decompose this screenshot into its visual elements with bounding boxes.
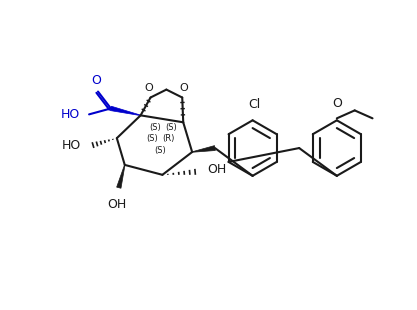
- Text: (S): (S): [155, 145, 166, 155]
- Text: (S): (S): [147, 134, 158, 143]
- Text: HO: HO: [62, 139, 81, 152]
- Text: O: O: [332, 97, 342, 110]
- Polygon shape: [192, 146, 215, 152]
- Text: Cl: Cl: [249, 98, 261, 111]
- Polygon shape: [111, 106, 141, 116]
- Text: O: O: [91, 73, 101, 86]
- Polygon shape: [117, 165, 125, 188]
- Text: OH: OH: [207, 163, 226, 176]
- Text: HO: HO: [61, 108, 80, 121]
- Text: (S): (S): [150, 123, 161, 132]
- Text: O: O: [180, 82, 188, 93]
- Text: OH: OH: [107, 197, 126, 210]
- Text: (R): (R): [162, 134, 175, 143]
- Text: O: O: [144, 82, 153, 93]
- Text: (S): (S): [166, 123, 177, 132]
